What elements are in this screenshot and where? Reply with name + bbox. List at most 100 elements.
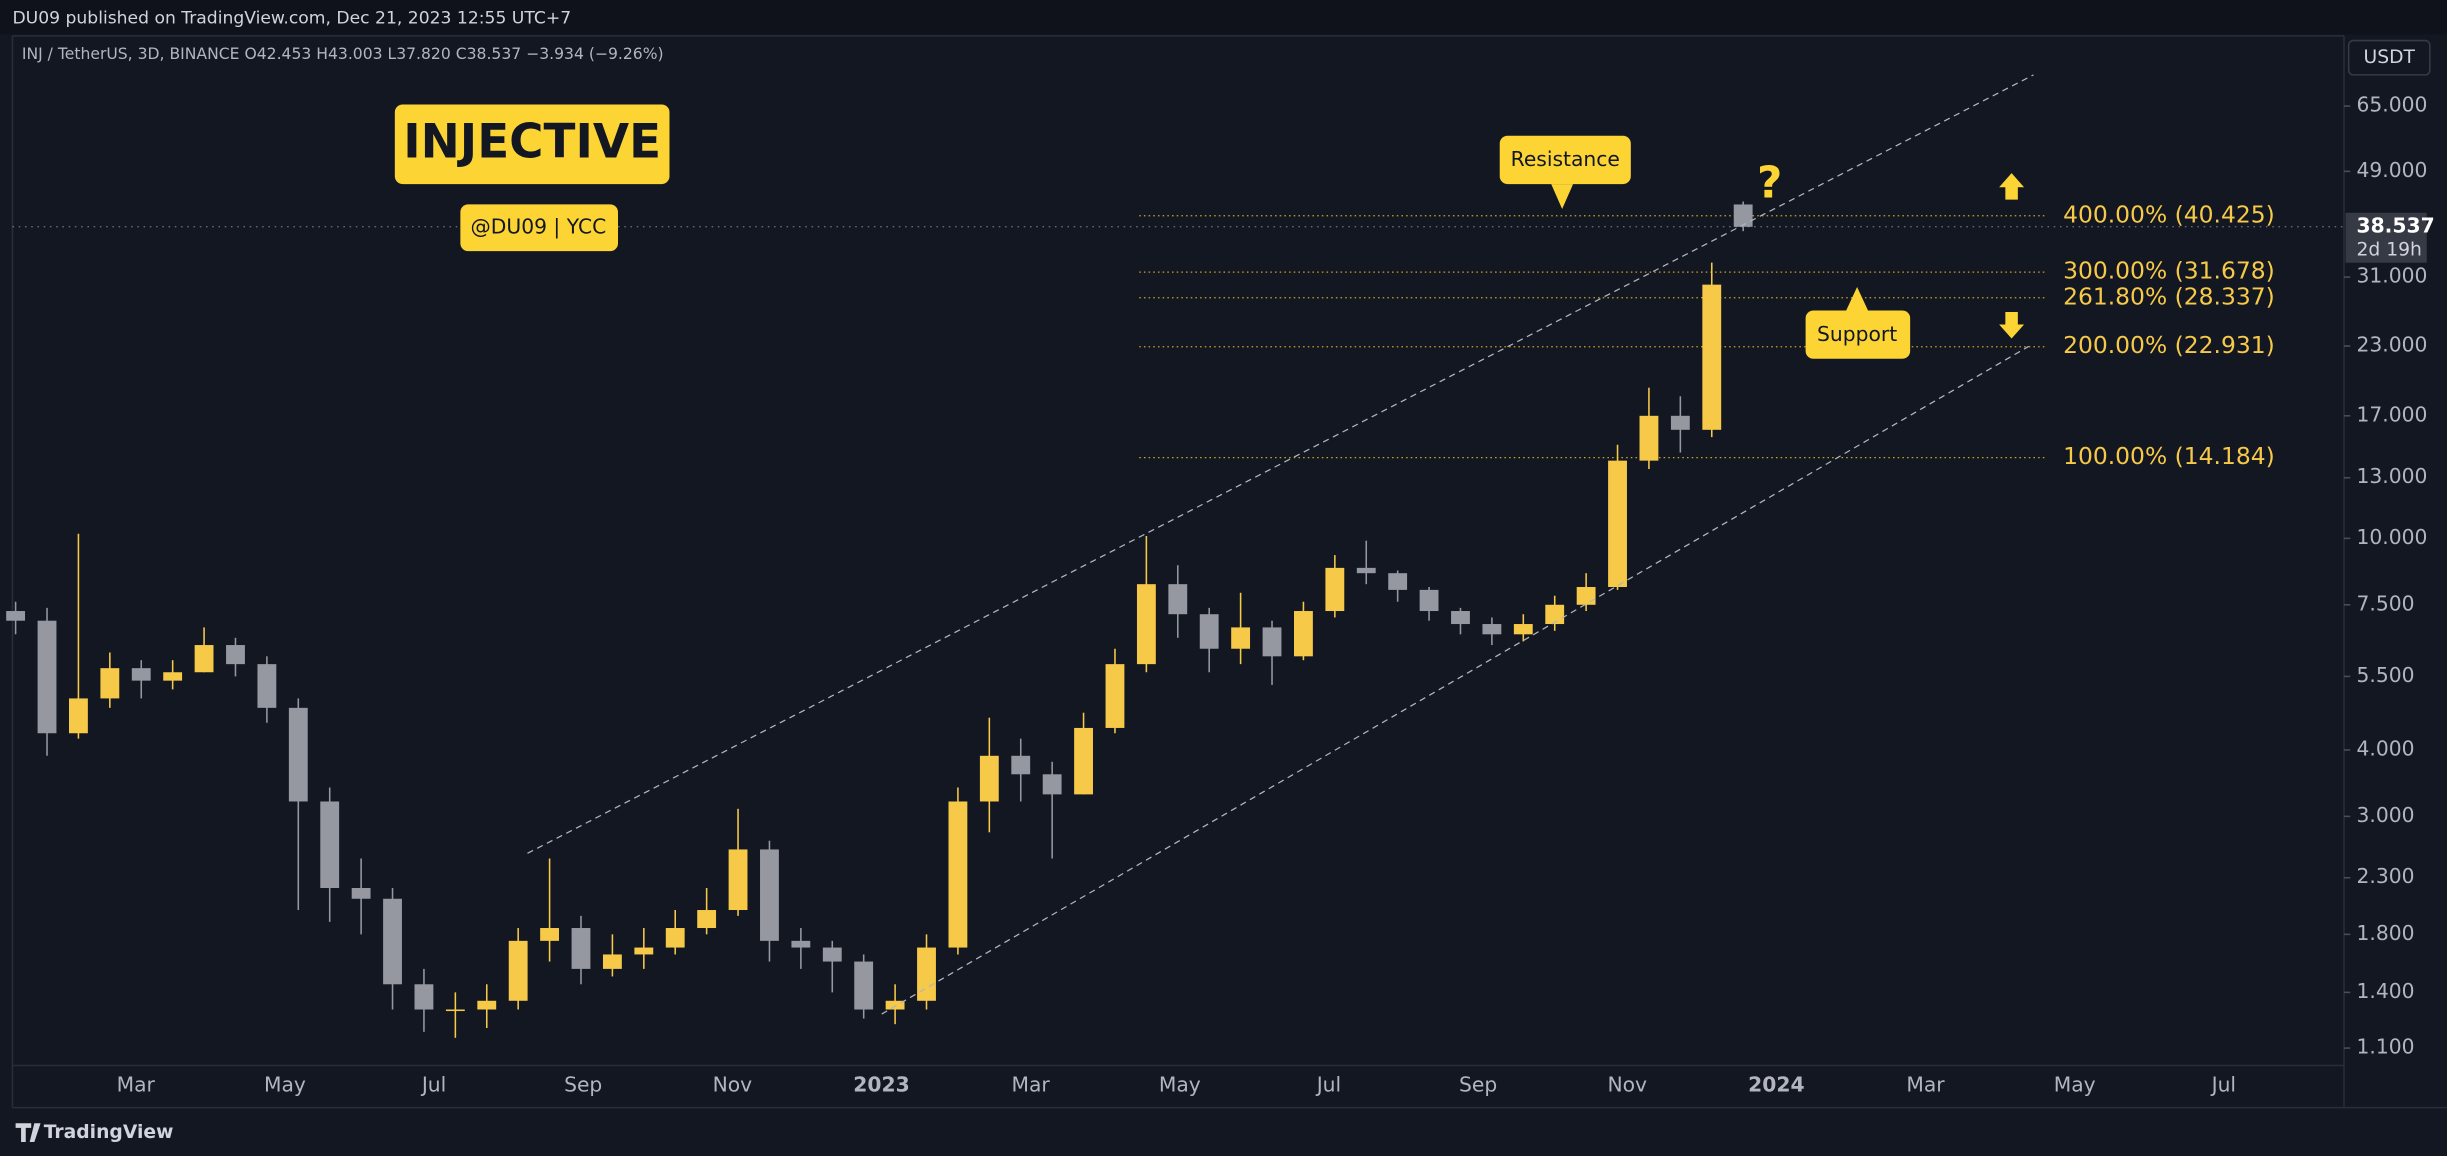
y-tick-label: 1.100 bbox=[2356, 1035, 2414, 1059]
arrow-up bbox=[1999, 173, 2025, 200]
x-tick-label: Jul bbox=[2210, 1072, 2236, 1096]
arrow-down bbox=[1999, 312, 2025, 339]
support-box bbox=[1805, 310, 1911, 359]
candle-body bbox=[728, 849, 748, 911]
y-tick-label: 7.500 bbox=[2356, 591, 2414, 615]
x-tick-label: May bbox=[264, 1072, 306, 1096]
fib-label: 300.00% (31.678) bbox=[2063, 257, 2275, 285]
y-tick-label: 1.800 bbox=[2356, 921, 2414, 945]
plot-area: 1.100 1.400 1.800 2.300 3.000 4.000 5.500 7.500… bbox=[6, 93, 2435, 1096]
candle-body bbox=[1670, 415, 1690, 430]
x-tick-label: Jul bbox=[420, 1072, 446, 1096]
candle-body bbox=[1356, 567, 1376, 574]
candle-body bbox=[634, 947, 654, 955]
x-tick-label: Sep bbox=[1459, 1072, 1497, 1096]
resistance-pointer bbox=[1551, 184, 1574, 210]
x-tick-label: Nov bbox=[713, 1072, 753, 1096]
candle-body bbox=[885, 1000, 905, 1010]
candle-body bbox=[1042, 774, 1062, 795]
countdown: 2d 19h bbox=[2356, 240, 2421, 261]
candle-body bbox=[383, 898, 402, 985]
candle-body bbox=[540, 928, 560, 941]
candle-body bbox=[1639, 415, 1659, 461]
currency-label[interactable]: USDT bbox=[2364, 47, 2416, 68]
credit: @DU09 | YCC bbox=[471, 214, 607, 238]
candle-body bbox=[1545, 604, 1565, 625]
fib-label: 200.00% (22.931) bbox=[2063, 331, 2275, 359]
candle-body bbox=[1513, 624, 1533, 635]
candle-body bbox=[1168, 584, 1188, 615]
candle-body bbox=[854, 961, 874, 1010]
candle-body bbox=[131, 668, 151, 681]
symbol-legend: INJ / TetherUS, 3D, BINANCE O42.453 H43.… bbox=[22, 45, 664, 63]
candle-body bbox=[1419, 589, 1439, 612]
candle-body bbox=[1294, 611, 1313, 657]
candle-body bbox=[445, 1009, 465, 1012]
candle-body bbox=[508, 940, 528, 1001]
brand-logo bbox=[15, 1123, 41, 1142]
candle-body bbox=[1262, 627, 1282, 657]
x-tick-label: Mar bbox=[1906, 1072, 1945, 1096]
fib-label: 261.80% (28.337) bbox=[2063, 282, 2275, 310]
candle-body bbox=[1733, 204, 1753, 227]
title-box bbox=[394, 104, 670, 185]
y-tick-label: 23.000 bbox=[2356, 333, 2427, 357]
candle-body bbox=[602, 954, 622, 969]
y-tick-label: 31.000 bbox=[2356, 264, 2427, 288]
fib-label: 100.00% (14.184) bbox=[2063, 442, 2275, 470]
support-label: Support bbox=[1817, 322, 1897, 346]
candle-body bbox=[1199, 614, 1219, 649]
candle-body bbox=[917, 947, 936, 1001]
x-tick-label: 2023 bbox=[853, 1072, 909, 1096]
candle-body bbox=[257, 664, 277, 708]
candle-body bbox=[979, 755, 999, 802]
x-tick-label: Mar bbox=[117, 1072, 156, 1096]
candle-body bbox=[194, 645, 214, 673]
y-tick-label: 5.500 bbox=[2356, 663, 2414, 687]
y-tick-label: 13.000 bbox=[2356, 464, 2427, 488]
x-tick-label: Jul bbox=[1315, 1072, 1341, 1096]
candle-body bbox=[665, 928, 685, 948]
y-tick-label: 3.000 bbox=[2356, 803, 2414, 827]
candle-body bbox=[1451, 611, 1470, 625]
candle-body bbox=[760, 849, 779, 941]
candle-body bbox=[288, 707, 308, 802]
candle-body bbox=[163, 672, 183, 681]
x-tick-label: Mar bbox=[1012, 1072, 1051, 1096]
candle-body bbox=[351, 888, 371, 899]
question-mark: ? bbox=[1757, 158, 1782, 209]
x-tick-label: May bbox=[1159, 1072, 1201, 1096]
candle-body bbox=[1482, 624, 1502, 635]
y-tick-label: 17.000 bbox=[2356, 402, 2427, 426]
last-price-label: 38.537 bbox=[2356, 213, 2434, 237]
y-tick-label: 4.000 bbox=[2356, 736, 2414, 760]
y-tick-label: 10.000 bbox=[2356, 525, 2427, 549]
last-price-box bbox=[2345, 212, 2427, 263]
candle-body bbox=[100, 668, 120, 699]
published-note: DU09 published on TradingView.com, Dec 2… bbox=[12, 9, 571, 29]
candle-body bbox=[822, 947, 842, 962]
candle-body bbox=[1136, 584, 1156, 665]
candle-body bbox=[6, 611, 26, 621]
candle-body bbox=[697, 910, 717, 929]
candle-body bbox=[1608, 460, 1627, 588]
candle-body bbox=[69, 698, 88, 734]
candle-body bbox=[414, 984, 434, 1010]
candle-body bbox=[1325, 567, 1345, 612]
candle-body bbox=[1388, 573, 1408, 590]
x-tick-label: Nov bbox=[1607, 1072, 1647, 1096]
currency-button[interactable] bbox=[2347, 39, 2431, 76]
candle-body bbox=[37, 620, 57, 734]
candle-body bbox=[1576, 587, 1596, 605]
y-tick-label: 49.000 bbox=[2356, 158, 2427, 182]
resistance-label: Resistance bbox=[1511, 147, 1620, 171]
brand-name: TradingView bbox=[44, 1122, 174, 1143]
candle-body bbox=[226, 645, 245, 665]
candle-body bbox=[320, 801, 340, 889]
candle-body bbox=[1074, 727, 1093, 795]
title: INJECTIVE bbox=[403, 116, 661, 170]
credit-box bbox=[460, 204, 618, 252]
y-tick-label: 1.400 bbox=[2356, 979, 2414, 1003]
